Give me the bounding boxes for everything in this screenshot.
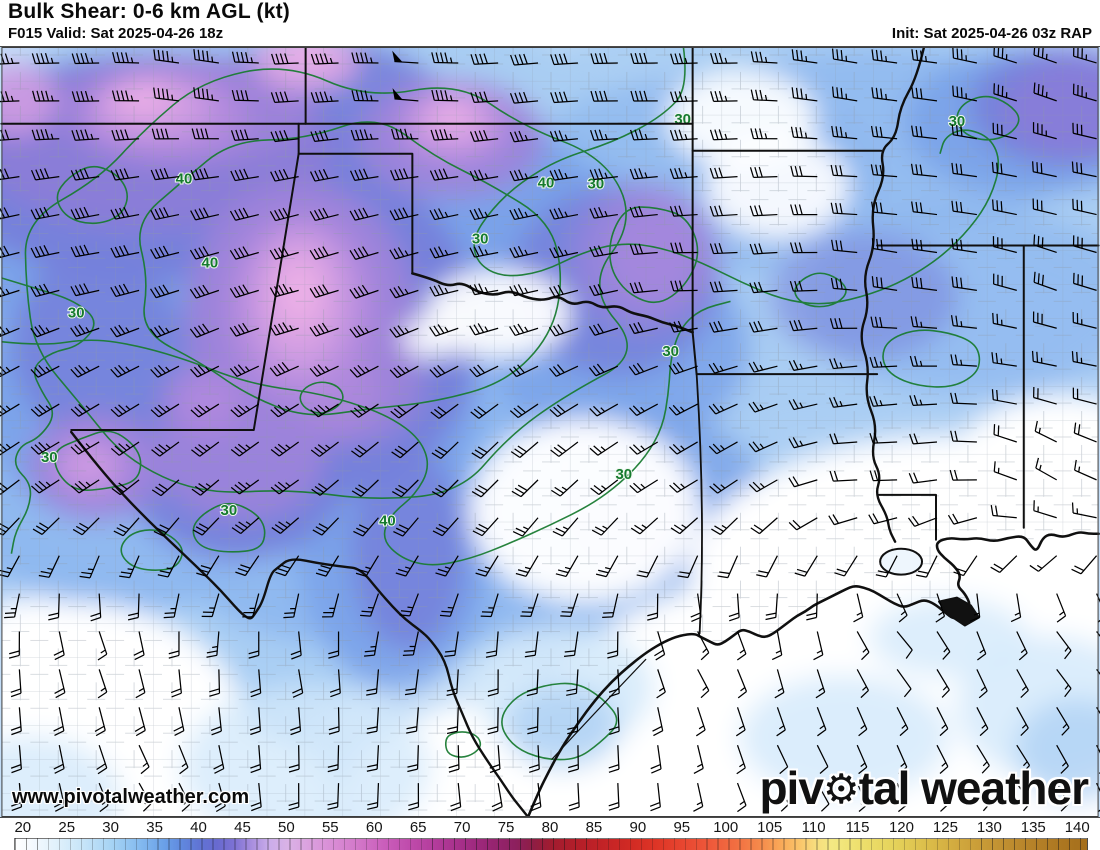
contour-label: 30 [221,502,238,519]
contour-lines [1,47,1020,761]
colorbar-tick-labels: 20 25 30 35 40 45 50 55 60 65 70 75 80 85 90 95 100 105 11… [0,818,1100,837]
colorbar-tick: 115 [845,819,870,836]
colorbar-tick: 140 [1064,819,1090,836]
contour-label: 30 [41,449,58,466]
colorbar-tick: 40 [190,819,207,836]
map-title: Bulk Shear: 0-6 km AGL (kt) [8,0,290,23]
colorbar-cell-lines [14,838,1088,850]
valid-time-label: F015 Valid: Sat 2025-04-26 18z [8,25,224,42]
colorbar-tick: 60 [365,819,383,836]
colorbar-tick: 70 [453,819,471,836]
contour-label: 40 [379,513,396,530]
contour-label: 30 [615,466,632,483]
header: Bulk Shear: 0-6 km AGL (kt) F015 Valid: … [0,0,1100,46]
pivotal-weather-logo: piv⚙tal weather [759,762,1089,814]
colorbar-tick: 130 [976,819,1002,836]
lake-pontchartrain [879,547,924,576]
map-frame [1,47,1099,817]
colorbar: 20 25 30 35 40 45 50 55 60 65 70 75 80 85 90 95 100 105 11… [0,818,1100,850]
colorbar-tick: 90 [629,819,647,836]
colorbar-tick: 135 [1020,819,1046,836]
contour-label: 30 [68,304,85,321]
contour-label: 40 [176,171,193,188]
colorbar-tick: 125 [932,819,958,836]
colorbar-tick: 55 [321,819,339,836]
wind-barbs [0,47,1100,813]
contour-label: 40 [538,175,555,192]
contour-label: 40 [202,254,219,271]
contour-label: 30 [662,343,679,360]
watermark: www.pivotalweather.com [12,786,250,808]
colorbar-tick: 120 [888,819,914,836]
colorbar-tick: 80 [541,819,559,836]
colorbar-tick: 65 [409,819,427,836]
colorbar-tick: 30 [102,819,119,836]
contour-label: 30 [674,111,691,128]
init-time-label: Init: Sat 2025-04-26 03z RAP [891,25,1092,42]
contour-label: 30 [472,230,489,247]
colorbar-tick: 105 [757,819,783,836]
colorbar-tick: 25 [58,819,76,836]
contour-label: 30 [588,176,605,193]
colorbar-tick: 50 [278,819,295,836]
colorbar-tick: 85 [585,819,603,836]
colorbar-tick: 75 [497,819,515,836]
gear-icon: ⚙ [822,766,860,812]
colorbar-tick: 35 [146,819,163,836]
colorbar-tick: 110 [801,819,826,836]
colorbar-tick: 20 [14,819,32,836]
colorbar-tick: 100 [713,819,739,836]
state-borders [0,47,1100,817]
colorbar-tick: 45 [234,819,251,836]
colorbar-gradient [14,838,1088,850]
map-canvas: 30 30 30 30 30 30 30 30 30 40 40 40 40 www.pivotalwe… [0,46,1100,818]
colorbar-tick: 95 [673,819,691,836]
